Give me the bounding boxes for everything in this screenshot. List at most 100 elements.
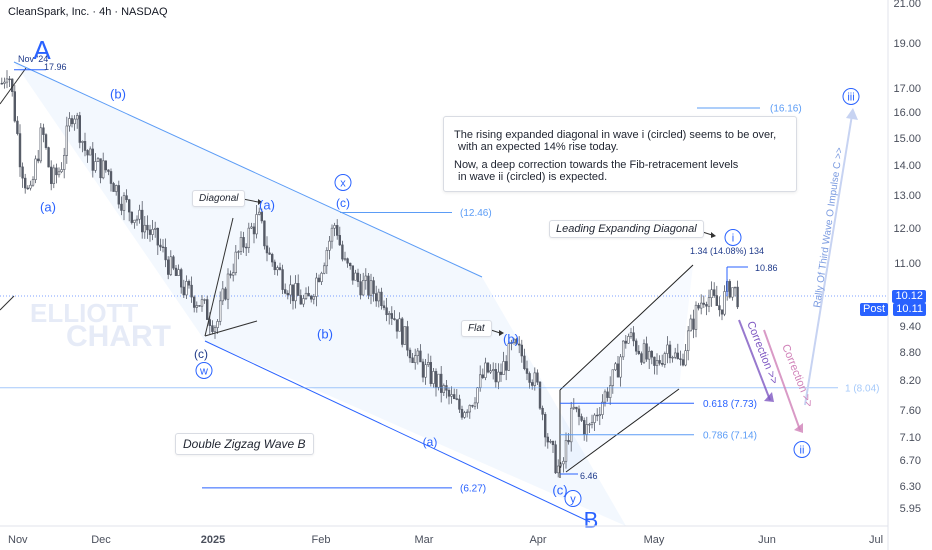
candles-layer (0, 70, 739, 478)
high-price-label: 10.86 (755, 263, 778, 273)
candle-body (426, 362, 430, 366)
candle-body (546, 436, 550, 443)
wave-label: B (584, 508, 599, 533)
candle-body (341, 244, 344, 260)
y-tick-label: 21.00 (893, 0, 921, 10)
candle-body (76, 115, 79, 120)
wave-label: (c) (336, 196, 350, 210)
candle-body (450, 394, 453, 397)
candle-body (374, 293, 378, 302)
candle-body (198, 305, 201, 307)
candle-body (356, 272, 360, 282)
candle-body (237, 251, 240, 253)
candle-body (200, 299, 204, 307)
candle-body (49, 166, 53, 184)
candle-body (185, 280, 188, 296)
candle-body (598, 414, 602, 417)
candle-body (18, 133, 22, 168)
candle-body (62, 155, 66, 170)
candle-body (621, 340, 625, 358)
wave-circle (793, 441, 811, 458)
candle-body (94, 161, 97, 171)
candle-body (109, 171, 113, 184)
candle-body (221, 288, 224, 302)
candle-body (0, 82, 3, 85)
candle-body (385, 307, 388, 316)
candle-body (283, 289, 287, 294)
candle-body (382, 305, 386, 309)
x-tick-label: Apr (529, 534, 546, 546)
candle-body (270, 254, 274, 263)
candle-body (190, 284, 193, 298)
candle-body (655, 360, 659, 366)
candle-body (263, 220, 266, 247)
candle-body (102, 160, 105, 179)
correction-arrow-2 (763, 329, 801, 431)
candle-body (538, 381, 542, 409)
watermark-line-2: CHART (66, 320, 171, 353)
candle-body (73, 118, 76, 125)
flat-arrow (490, 329, 501, 334)
x-tick-label: Jul (869, 534, 883, 546)
candle-body (273, 261, 276, 271)
diagonal-upper (204, 217, 234, 337)
candle-body (549, 440, 552, 443)
candle-body (125, 195, 128, 201)
candle-body (653, 356, 656, 366)
candle-body (351, 265, 354, 281)
candle-body (419, 350, 422, 363)
candle-body (523, 355, 526, 369)
candle-body (224, 288, 227, 300)
candle-body (541, 407, 544, 415)
tag-diagonal: Diagonal (192, 190, 246, 207)
level-label: 0.618 (7.73) (703, 399, 757, 410)
candle-body (195, 305, 198, 308)
rally-arrow (804, 114, 853, 406)
channel-shade (14, 62, 626, 526)
diagonal-arrow (242, 198, 259, 203)
candle-body (413, 355, 417, 364)
early-wave-line-upper (0, 67, 27, 105)
candle-body (585, 424, 589, 435)
candle-body (369, 280, 373, 296)
y-tick-label: 6.70 (900, 455, 921, 467)
candle-body (593, 414, 596, 423)
early-wave-line (0, 295, 15, 311)
note-line-3: Now, a deep correction towards the Fib-r… (454, 159, 739, 171)
candle-body (380, 291, 383, 307)
x-tick-label: Feb (312, 534, 331, 546)
candle-body (671, 356, 674, 359)
candle-body (408, 349, 412, 359)
candle-body (325, 250, 328, 267)
correction-arrow-1 (738, 319, 771, 401)
candle-body (299, 295, 302, 305)
candle-body (211, 325, 214, 332)
candle-body (528, 373, 531, 383)
candle-body (707, 297, 711, 307)
candle-body (156, 227, 159, 246)
y-tick-label: 9.40 (900, 321, 921, 333)
candle-body (3, 81, 6, 84)
wave-label: (a) (259, 198, 275, 213)
candle-body (510, 342, 513, 344)
candle-body (710, 289, 713, 299)
tag-leading-expanding-diagonal: Leading Expanding Diagonal (549, 220, 704, 238)
candle-body (206, 299, 209, 320)
candle-body (276, 267, 279, 271)
candle-body (411, 357, 414, 364)
candle-body (304, 292, 308, 299)
candle-body (520, 344, 524, 357)
candle-body (611, 369, 615, 386)
candle-body (65, 125, 69, 156)
watermark-line-1: ELLIOTT (30, 298, 138, 328)
y-tick-label: 6.30 (900, 481, 921, 493)
candle-body (146, 224, 149, 231)
wave-label: (a) (423, 435, 438, 449)
candle-body (216, 321, 219, 328)
candle-body (476, 387, 479, 404)
candle-body (309, 295, 313, 300)
candle-body (507, 343, 510, 371)
y-tick-label: 14.00 (893, 160, 921, 172)
x-tick-label: Mar (415, 534, 434, 546)
